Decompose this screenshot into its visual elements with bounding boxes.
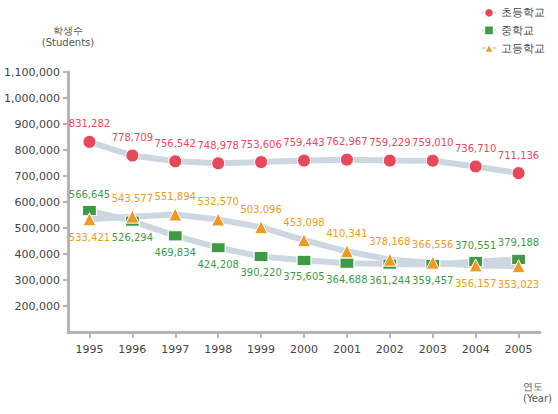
svg-text:366,556: 366,556	[412, 239, 453, 250]
svg-text:(Year): (Year)	[523, 393, 552, 404]
svg-text:900,000: 900,000	[15, 118, 61, 131]
svg-text:600,000: 600,000	[15, 196, 61, 209]
svg-text:748,978: 748,978	[198, 140, 239, 151]
svg-text:378,168: 378,168	[369, 236, 410, 247]
svg-text:469,834: 469,834	[155, 247, 196, 258]
svg-text:중학교: 중학교	[501, 24, 534, 37]
svg-text:초등학교: 초등학교	[501, 6, 545, 19]
svg-text:756,542: 756,542	[155, 138, 196, 149]
svg-text:424,208: 424,208	[198, 259, 239, 270]
svg-text:300,000: 300,000	[15, 274, 61, 287]
svg-text:학생수: 학생수	[53, 25, 83, 36]
svg-text:(Students): (Students)	[42, 37, 94, 48]
svg-text:762,967: 762,967	[326, 136, 367, 147]
svg-text:759,229: 759,229	[369, 137, 410, 148]
svg-text:410,341: 410,341	[326, 228, 367, 239]
svg-text:2001: 2001	[333, 343, 361, 356]
svg-text:1,000,000: 1,000,000	[4, 92, 60, 105]
svg-text:1995: 1995	[75, 343, 103, 356]
svg-text:361,244: 361,244	[369, 275, 410, 286]
svg-text:1999: 1999	[247, 343, 275, 356]
svg-text:566,645: 566,645	[69, 189, 110, 200]
svg-text:453,098: 453,098	[283, 217, 324, 228]
svg-text:1,100,000: 1,100,000	[4, 66, 60, 79]
svg-text:831,282: 831,282	[69, 118, 110, 129]
svg-text:379,188: 379,188	[498, 237, 539, 248]
svg-text:364,688: 364,688	[326, 274, 367, 285]
svg-text:2002: 2002	[376, 343, 404, 356]
svg-text:356,157: 356,157	[455, 278, 496, 289]
svg-text:고등학교: 고등학교	[501, 42, 545, 55]
svg-text:700,000: 700,000	[15, 170, 61, 183]
svg-text:526,294: 526,294	[112, 232, 153, 243]
svg-text:759,443: 759,443	[283, 137, 324, 148]
svg-text:503,096: 503,096	[240, 204, 281, 215]
svg-text:500,000: 500,000	[15, 222, 61, 235]
svg-text:532,570: 532,570	[198, 196, 239, 207]
svg-text:2004: 2004	[462, 343, 490, 356]
svg-text:200,000: 200,000	[15, 300, 61, 313]
svg-text:2000: 2000	[290, 343, 318, 356]
svg-text:연도: 연도	[523, 381, 543, 392]
svg-text:800,000: 800,000	[15, 144, 61, 157]
svg-text:1996: 1996	[118, 343, 146, 356]
svg-text:736,710: 736,710	[455, 143, 496, 154]
svg-text:533,421: 533,421	[69, 232, 110, 243]
svg-text:400,000: 400,000	[15, 248, 61, 261]
svg-text:1997: 1997	[161, 343, 189, 356]
svg-text:759,010: 759,010	[412, 137, 453, 148]
svg-text:543,577: 543,577	[112, 193, 153, 204]
svg-text:2003: 2003	[419, 343, 447, 356]
svg-text:375,605: 375,605	[283, 271, 324, 282]
svg-text:370,551: 370,551	[455, 240, 496, 251]
svg-text:1998: 1998	[204, 343, 232, 356]
svg-text:2005: 2005	[505, 343, 533, 356]
svg-text:353,023: 353,023	[498, 279, 539, 290]
svg-text:359,457: 359,457	[412, 275, 453, 286]
svg-text:753,606: 753,606	[240, 139, 281, 150]
svg-text:390,220: 390,220	[240, 267, 281, 278]
svg-text:551,894: 551,894	[155, 191, 196, 202]
svg-text:778,709: 778,709	[112, 132, 153, 143]
svg-text:711,136: 711,136	[498, 150, 539, 161]
